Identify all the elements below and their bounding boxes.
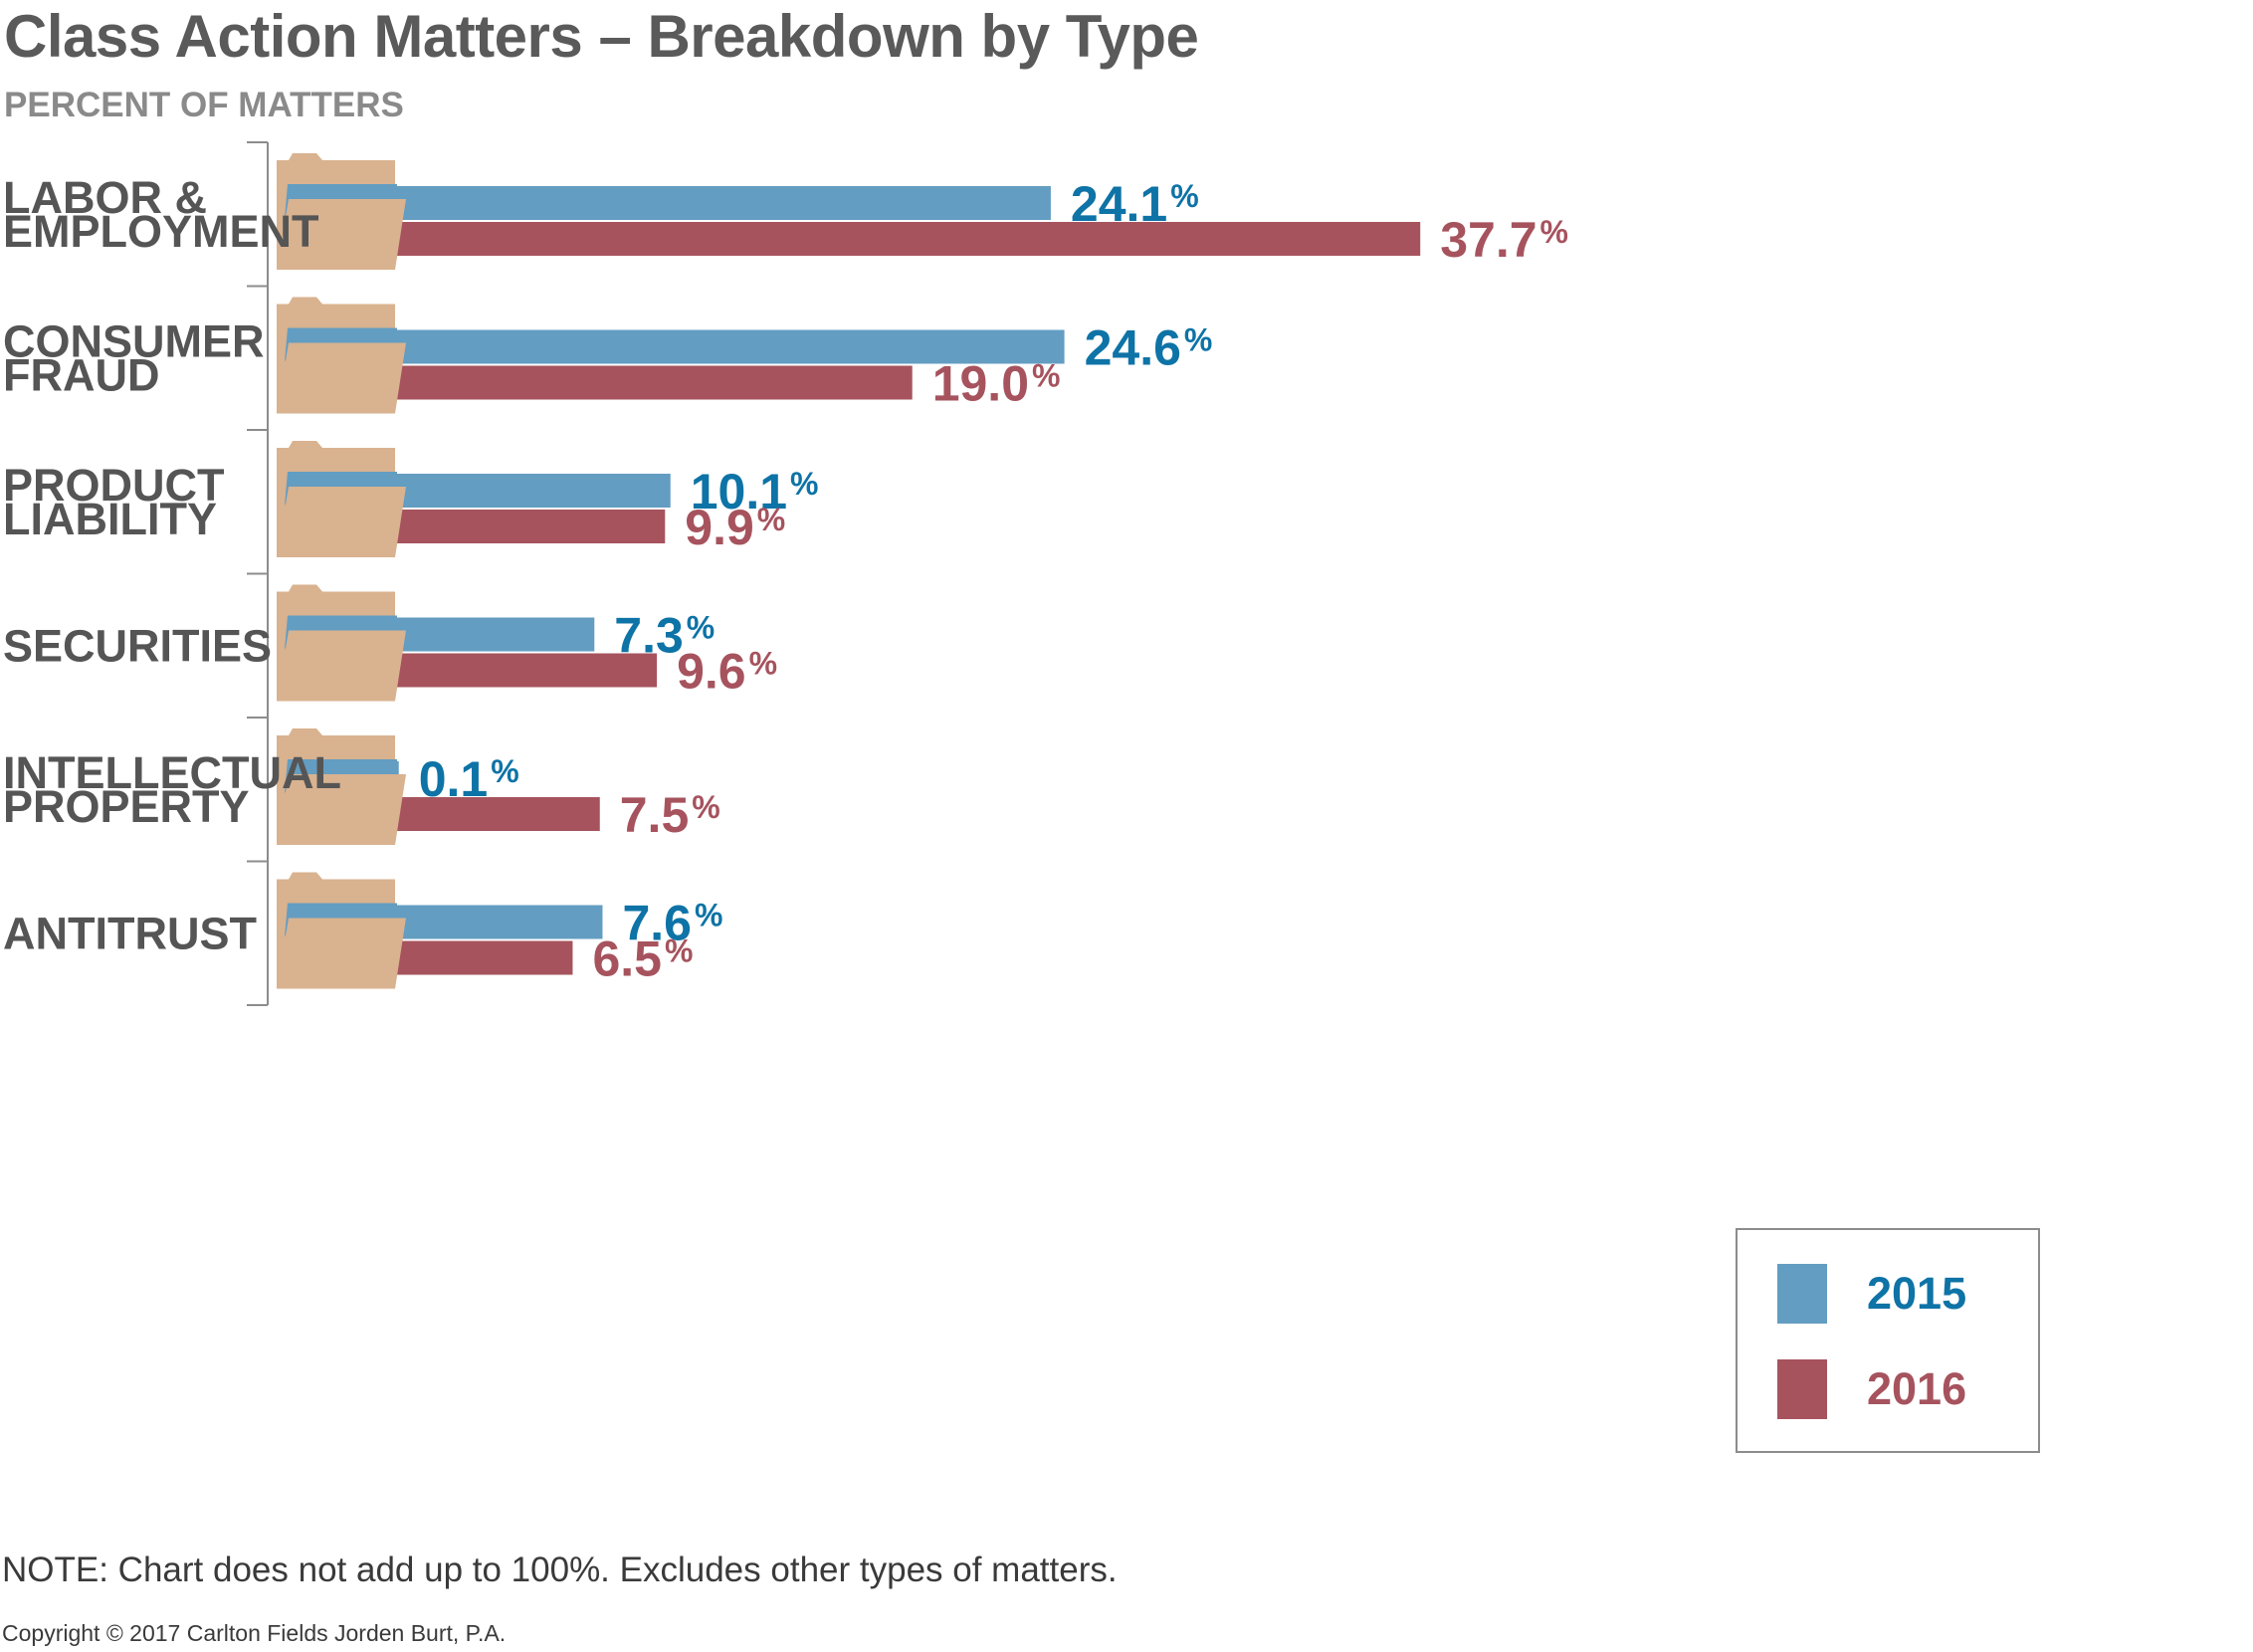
bar-2015-consumer-fraud [396,329,1065,364]
value-label-2015-labor-employment: 24.1% [1071,176,1199,232]
legend-item-2016: 2016 [1777,1359,1966,1419]
chart-subtitle: PERCENT OF MATTERS [4,86,404,124]
value-label-2016-antitrust: 6.5% [592,931,693,987]
value-label-2015-securities: 7.3% [614,608,715,664]
folder-front-icon [277,342,406,414]
bar-2016-securities [396,653,658,688]
chart-title: Class Action Matters – Breakdown by Type [4,3,1199,70]
value-label-2016-intellectual-property: 7.5% [620,787,720,843]
legend-item-2015: 2015 [1777,1264,1966,1324]
legend-label-2015: 2015 [1867,1268,1967,1319]
category-label-intellectual-property: INTELLECTUAL PROPERTY [3,747,341,832]
legend-swatch-2015 [1777,1264,1827,1324]
footnote: NOTE: Chart does not add up to 100%. Exc… [2,1550,1118,1589]
legend-label-2016: 2016 [1867,1363,1967,1414]
folder-front-icon [277,630,406,702]
value-label-2016-consumer-fraud: 19.0% [932,356,1061,412]
legend: 2015 2016 [1736,1228,2040,1453]
category-label-product-liability: PRODUCT LIABILITY [3,460,225,544]
copyright: Copyright © 2017 Carlton Fields Jorden B… [2,1620,507,1646]
legend-swatch-2016 [1777,1359,1827,1419]
value-label-2015-antitrust: 7.6% [622,896,722,951]
bar-2016-intellectual-property [396,797,600,831]
bar-2016-labor-employment [396,222,1421,256]
bar-2016-product-liability [396,510,666,543]
value-label-2016-labor-employment: 37.7% [1440,212,1568,268]
bar-2016-consumer-fraud [396,365,913,400]
value-label-2015-product-liability: 10.1% [691,464,819,519]
folder-front-icon [277,487,406,557]
folder-front-icon [277,774,406,845]
category-label-antitrust: ANTITRUST [3,909,257,959]
value-label-2016-product-liability: 9.9% [685,500,785,555]
value-label-2015-consumer-fraud: 24.6% [1085,320,1213,376]
category-label-consumer-fraud: CONSUMER FRAUD [3,316,265,401]
bar-2015-product-liability [396,474,671,508]
value-label-2015-intellectual-property: 0.1% [419,751,519,807]
bar-2015-antitrust [396,905,603,939]
folder-front-icon [277,199,406,270]
category-label-securities: SECURITIES [3,621,272,672]
bar-2016-antitrust [396,940,573,975]
bar-2015-securities [396,617,595,652]
folder-front-icon [277,918,406,989]
bar-2015-labor-employment [396,186,1051,220]
category-label-labor-employment: LABOR & EMPLOYMENT [3,172,319,257]
value-label-2016-securities: 9.6% [677,644,777,700]
